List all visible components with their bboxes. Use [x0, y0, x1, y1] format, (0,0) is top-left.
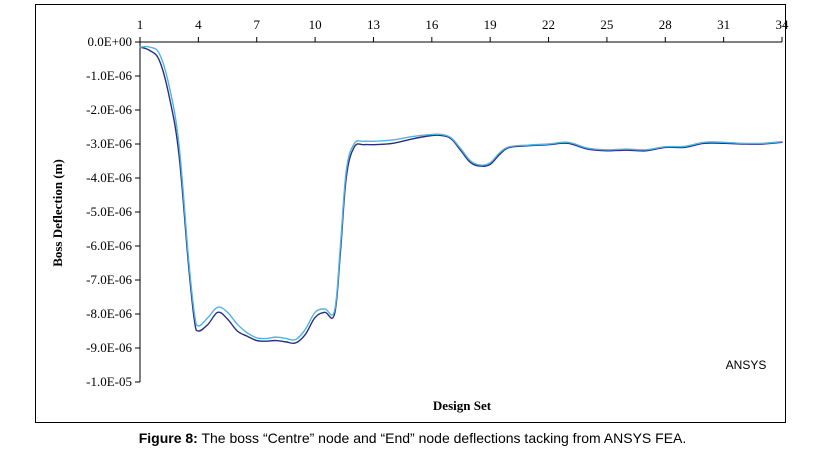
x-tick-label: 19	[484, 17, 497, 32]
y-tick-label: -9.0E-06	[86, 340, 132, 355]
caption-label: Figure 8:	[138, 430, 198, 446]
chart-frame	[35, 4, 786, 423]
x-tick-label: 31	[717, 17, 730, 32]
x-tick-label: 28	[659, 17, 672, 32]
y-tick-label: -5.0E-06	[86, 204, 132, 219]
series-layer	[139, 45, 783, 345]
y-tick-label: 0.0E+00	[87, 34, 132, 49]
x-tick-label: 25	[600, 17, 613, 32]
x-tick-label: 4	[195, 17, 202, 32]
y-tick-label: -7.0E-06	[86, 272, 132, 287]
y-axis-title: Boss Deflection (m)	[50, 159, 65, 267]
caption-text: The boss “Centre” node and “End” node de…	[197, 430, 687, 446]
x-tick-label: 22	[542, 17, 555, 32]
y-tick-label: -2.0E-06	[86, 102, 132, 117]
y-tick-label: -4.0E-06	[86, 170, 132, 185]
x-axis-title: Design Set	[433, 398, 492, 413]
y-tick-label: -3.0E-06	[86, 136, 132, 151]
x-tick-label: 16	[425, 17, 439, 32]
y-tick-label: -1.0E-06	[86, 68, 132, 83]
y-tick-label: -1.0E-05	[86, 374, 132, 389]
figure-caption: Figure 8: The boss “Centre” node and “En…	[0, 430, 825, 446]
chart-axes: 1 4 7 10 13 16 19 22 25 28 31 34 0.0E+00 -1.0E-06 -2.0…	[86, 17, 789, 389]
x-tick-label: 1	[137, 17, 144, 32]
series-line-2	[139, 45, 783, 341]
x-tick-label: 13	[367, 17, 380, 32]
ansys-annotation: ANSYS	[726, 358, 767, 372]
x-tick-label: 10	[309, 17, 322, 32]
x-tick-label: 34	[776, 17, 790, 32]
y-tick-label: -8.0E-06	[86, 306, 132, 321]
series-line-1	[139, 46, 783, 345]
y-tick-label: -6.0E-06	[86, 238, 132, 253]
x-tick-label: 7	[253, 17, 260, 32]
